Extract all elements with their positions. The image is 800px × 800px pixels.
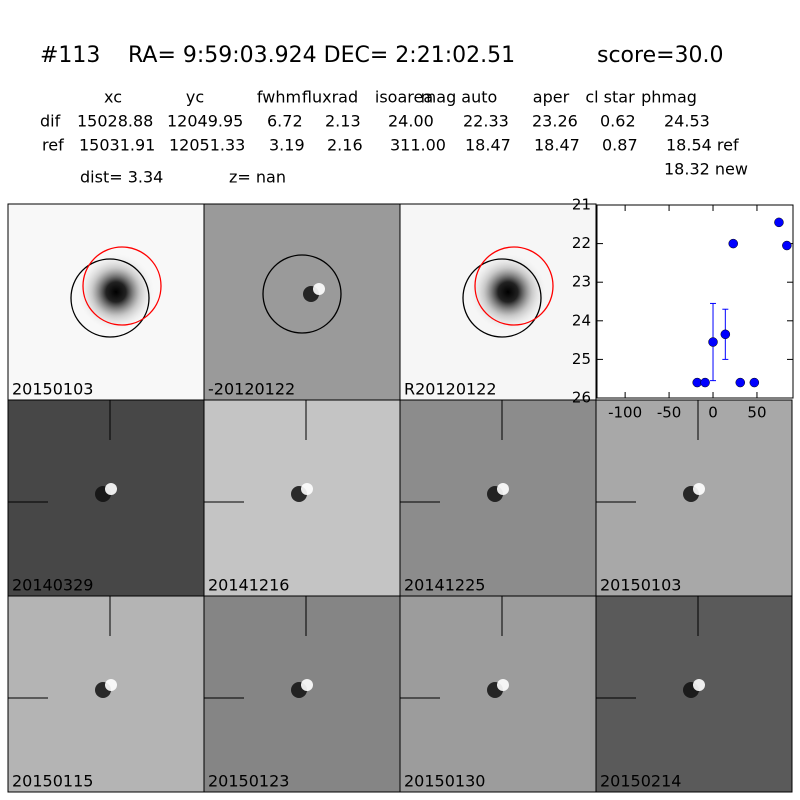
table-cell: 6.72	[267, 112, 303, 131]
y-tick-label: 22	[572, 234, 591, 252]
table-cell: 0.87	[602, 136, 638, 155]
table-cell: ref	[42, 136, 64, 155]
y-tick-label: 24	[572, 311, 591, 329]
panel-label: 20150103	[600, 576, 681, 595]
column-header: isoarea	[375, 88, 433, 107]
panel-label: R20120122	[404, 380, 497, 399]
panel-label: 20150123	[208, 772, 289, 791]
column-header: cl star	[585, 88, 635, 107]
x-tick-label: -50	[657, 404, 682, 422]
ref-circle	[462, 258, 542, 338]
column-header: phmag	[641, 88, 697, 107]
table-cell: 24.00	[388, 112, 434, 131]
table-cell: 311.00	[390, 136, 446, 155]
dipole-bright	[497, 483, 509, 495]
new-circle	[82, 246, 162, 326]
table-cell: 15028.88	[77, 112, 153, 131]
panel-label: 20140329	[12, 576, 93, 595]
dipole-bright	[301, 679, 313, 691]
image-panel	[203, 203, 401, 401]
y-tick-label: 26	[572, 389, 591, 407]
point	[692, 377, 702, 388]
y-tick-label: 25	[572, 350, 591, 368]
point	[774, 217, 784, 228]
column-header: xc	[104, 88, 122, 107]
table-cell: dif	[40, 112, 61, 131]
score: score=30.0	[597, 43, 724, 68]
y-tick-label: 23	[572, 273, 591, 291]
y-tick-label: 21	[572, 196, 591, 214]
table-cell: 12051.33	[169, 136, 245, 155]
table-cell: 24.53	[664, 112, 710, 131]
table-cell: 18.54 ref	[666, 136, 739, 155]
column-header: aper	[533, 88, 570, 107]
table-cell: 0.62	[600, 112, 636, 131]
dipole-bright	[693, 483, 705, 495]
source-blob	[468, 252, 548, 332]
table-cell: 18.47	[534, 136, 580, 155]
x-tick-label: 0	[708, 404, 718, 422]
panel-label: 20150130	[404, 772, 485, 791]
object-id: #113	[40, 43, 100, 68]
table-cell: 18.47	[465, 136, 511, 155]
panel-label: 20150214	[600, 772, 681, 791]
point	[700, 377, 710, 388]
coordinates: RA= 9:59:03.924 DEC= 2:21:02.51	[128, 43, 515, 68]
z-value: z= nan	[229, 168, 286, 187]
source-blob	[76, 252, 156, 332]
dipole-bright	[313, 283, 325, 295]
ref-circle	[70, 258, 150, 338]
x-tick-label: -100	[608, 404, 642, 422]
table-cell: 2.13	[325, 112, 361, 131]
point	[749, 377, 760, 388]
point	[720, 329, 731, 340]
column-header: fluxrad	[302, 88, 358, 107]
panel-label: 20150115	[12, 772, 93, 791]
point	[728, 238, 738, 249]
dipole-bright	[497, 679, 509, 691]
dipole-bright	[105, 679, 117, 691]
column-header: yc	[186, 88, 204, 107]
table-cell: 23.26	[532, 112, 578, 131]
column-header: fwhm	[257, 88, 301, 107]
ref-circle	[262, 254, 342, 334]
dist: dist= 3.34	[80, 168, 163, 187]
dipole-bright	[693, 679, 705, 691]
table-cell: 22.33	[463, 112, 509, 131]
plot-area	[596, 204, 794, 399]
phmag-new: 18.32 new	[664, 160, 748, 179]
panel-label: 20150103	[12, 380, 93, 399]
dipole-bright	[105, 483, 117, 495]
table-cell: 12049.95	[167, 112, 243, 131]
table-cell: 3.19	[269, 136, 305, 155]
panel-label: 20141216	[208, 576, 289, 595]
new-circle	[474, 246, 554, 326]
point	[735, 377, 746, 388]
table-cell: 2.16	[327, 136, 363, 155]
table-cell: 15031.91	[79, 136, 155, 155]
point	[708, 337, 718, 347]
panel-label: -20120122	[208, 380, 295, 399]
point	[782, 240, 792, 251]
x-tick-label: 50	[747, 404, 766, 422]
panel-label: 20141225	[404, 576, 485, 595]
column-header: mag auto	[421, 88, 498, 107]
dipole-bright	[301, 483, 313, 495]
